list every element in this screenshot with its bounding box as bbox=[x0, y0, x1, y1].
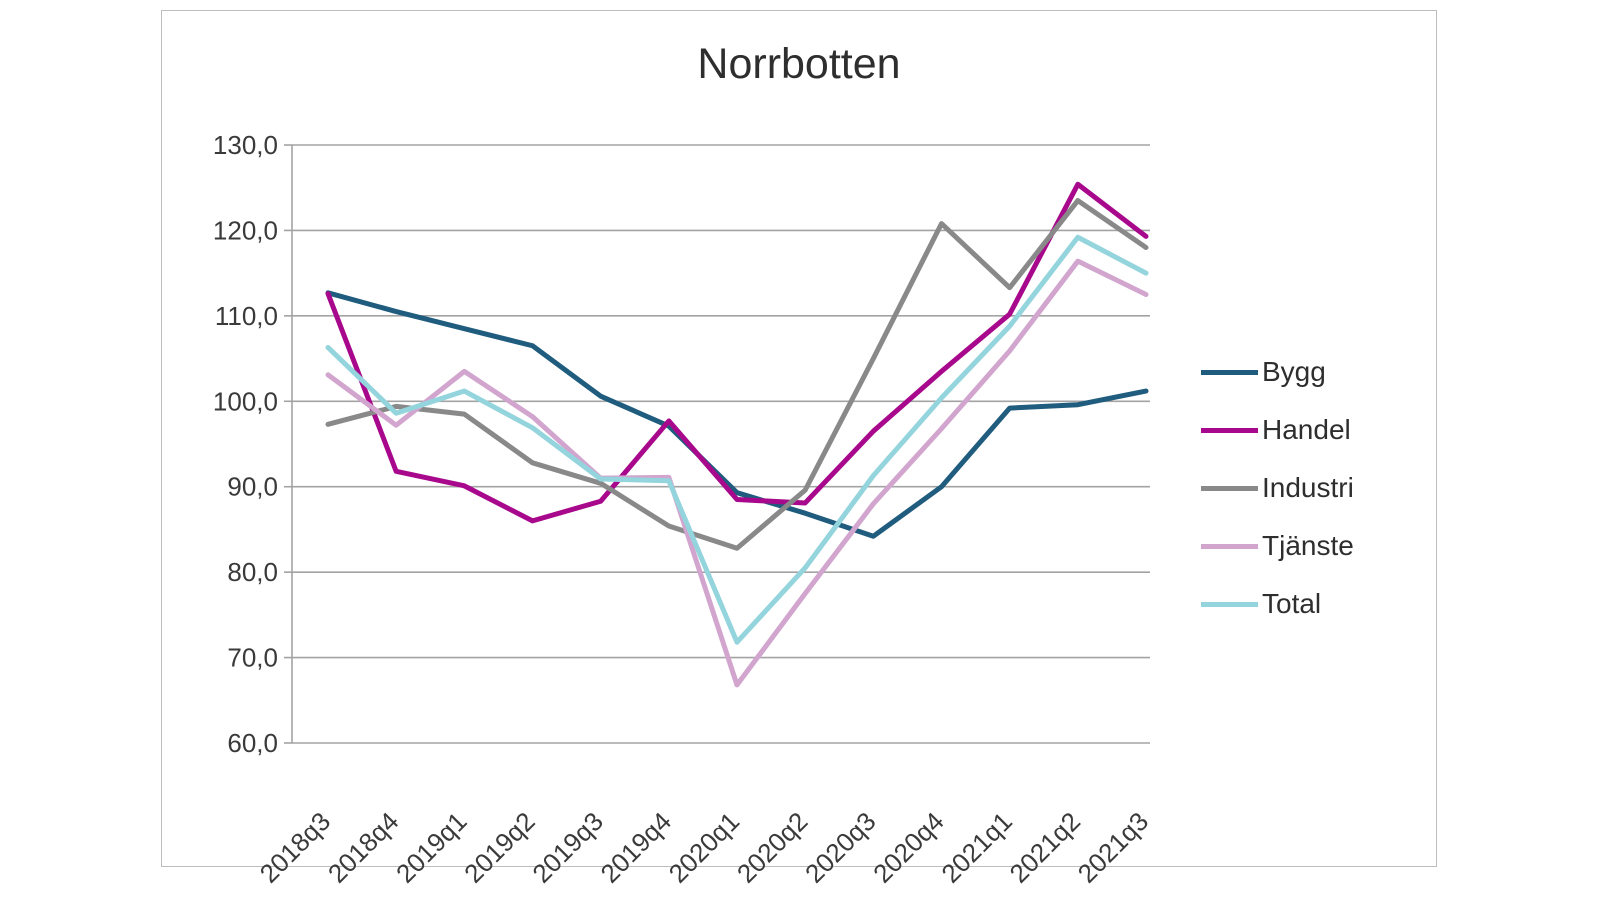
legend-swatch-bygg bbox=[1201, 369, 1258, 375]
legend-item-handel: Handel bbox=[1201, 413, 1354, 447]
x-tick-label: 2020q3 bbox=[799, 806, 882, 889]
y-tick-label: 90,0 bbox=[227, 472, 278, 502]
x-tick-label: 2019q4 bbox=[595, 806, 678, 889]
x-tick-label: 2019q3 bbox=[526, 806, 609, 889]
y-tick-label: 100,0 bbox=[213, 386, 278, 416]
x-tick-label: 2020q1 bbox=[663, 806, 746, 889]
y-axis-tick-labels: 60,0 70,0 80,0 90,0 100,0 110,0 120,0 130,0 bbox=[213, 130, 278, 758]
x-tick-label: 2021q3 bbox=[1072, 806, 1155, 889]
legend-swatch-industri bbox=[1201, 485, 1258, 491]
series-line-industri bbox=[325, 198, 1149, 551]
legend-item-tjänste: Tjänste bbox=[1201, 529, 1354, 563]
y-tick-label: 80,0 bbox=[227, 557, 278, 587]
x-tick-label: 2019q2 bbox=[458, 806, 541, 889]
x-axis-tick-labels: 2018q32018q42019q12019q22019q32019q42020… bbox=[254, 806, 1155, 889]
y-tick-label: 110,0 bbox=[215, 301, 278, 331]
legend-label: Bygg bbox=[1262, 356, 1326, 387]
series-line-handel bbox=[325, 181, 1149, 524]
x-tick-label: 2019q1 bbox=[390, 806, 473, 889]
axes bbox=[284, 144, 293, 744]
series-line-tjänste bbox=[325, 258, 1149, 688]
legend-swatch-tjänste bbox=[1201, 543, 1258, 549]
legend-label: Total bbox=[1262, 588, 1322, 619]
chart-legend: Bygg Handel Industri Tjänste Total bbox=[1201, 355, 1354, 621]
x-tick-label: 2021q1 bbox=[935, 806, 1018, 889]
y-tick-label: 60,0 bbox=[227, 728, 278, 758]
x-tick-label: 2021q2 bbox=[1004, 806, 1087, 889]
gridlines bbox=[292, 144, 1150, 744]
x-tick-label: 2020q4 bbox=[867, 806, 950, 889]
legend-label: Industri bbox=[1262, 472, 1354, 503]
legend-item-total: Total bbox=[1201, 587, 1354, 621]
chart-panel bbox=[161, 10, 1437, 867]
series-line-total bbox=[325, 234, 1149, 645]
x-tick-label: 2018q4 bbox=[322, 806, 405, 889]
legend-item-bygg: Bygg bbox=[1201, 355, 1354, 389]
legend-label: Handel bbox=[1262, 414, 1351, 445]
legend-label: Tjänste bbox=[1262, 530, 1354, 561]
x-tick-label: 2018q3 bbox=[254, 806, 337, 889]
y-tick-label: 130,0 bbox=[213, 130, 278, 160]
y-tick-label: 120,0 bbox=[213, 215, 278, 245]
y-tick-label: 70,0 bbox=[227, 643, 278, 673]
legend-swatch-total bbox=[1201, 601, 1258, 607]
legend-item-industri: Industri bbox=[1201, 471, 1354, 505]
series-lines bbox=[325, 181, 1149, 688]
series-line-bygg bbox=[325, 290, 1149, 539]
chart-title: Norrbotten bbox=[697, 40, 901, 88]
x-tick-label: 2020q2 bbox=[731, 806, 814, 889]
legend-swatch-handel bbox=[1201, 427, 1258, 433]
